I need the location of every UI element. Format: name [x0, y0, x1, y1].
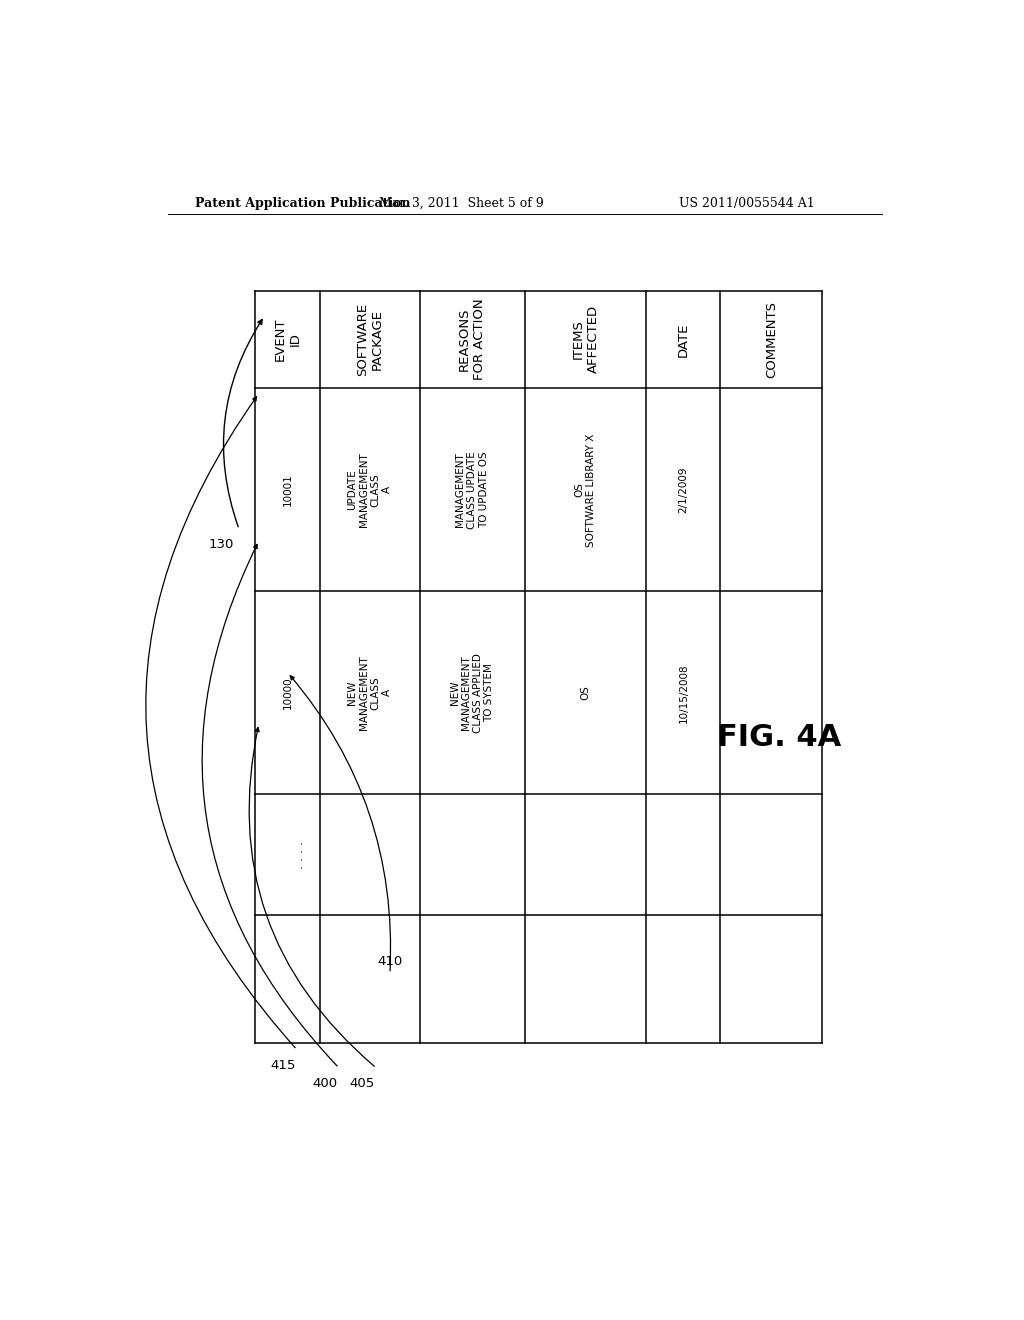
- Text: US 2011/0055544 A1: US 2011/0055544 A1: [679, 197, 815, 210]
- Text: UPDATE
MANAGEMENT
CLASS
A: UPDATE MANAGEMENT CLASS A: [347, 453, 392, 527]
- Text: DATE: DATE: [677, 322, 690, 356]
- Text: Patent Application Publication: Patent Application Publication: [196, 197, 411, 210]
- Text: OS: OS: [581, 685, 591, 701]
- Text: 410: 410: [377, 954, 402, 968]
- Text: REASONS
FOR ACTION: REASONS FOR ACTION: [458, 298, 486, 380]
- Text: SOFTWARE
PACKAGE: SOFTWARE PACKAGE: [356, 302, 384, 376]
- Text: 10/15/2008: 10/15/2008: [678, 663, 688, 723]
- Text: COMMENTS: COMMENTS: [765, 301, 778, 378]
- Text: 10001: 10001: [283, 474, 293, 507]
- Text: FIG. 4A: FIG. 4A: [717, 723, 841, 752]
- Text: 400: 400: [312, 1077, 337, 1090]
- Text: 405: 405: [349, 1077, 375, 1090]
- Text: 10000: 10000: [283, 677, 293, 709]
- Text: NEW
MANAGEMENT
CLASS APPLIED
TO SYSTEM: NEW MANAGEMENT CLASS APPLIED TO SYSTEM: [450, 653, 495, 733]
- Text: 2/1/2009: 2/1/2009: [678, 466, 688, 513]
- Text: EVENT
ID: EVENT ID: [273, 318, 302, 362]
- Text: 130: 130: [209, 539, 234, 552]
- Text: NEW
MANAGEMENT
CLASS
A: NEW MANAGEMENT CLASS A: [347, 656, 392, 730]
- Text: ITEMS
AFFECTED: ITEMS AFFECTED: [571, 305, 599, 374]
- Text: OS
SOFTWARE LIBRARY X: OS SOFTWARE LIBRARY X: [574, 433, 596, 546]
- Text: Mar. 3, 2011  Sheet 5 of 9: Mar. 3, 2011 Sheet 5 of 9: [379, 197, 544, 210]
- Text: . . . .: . . . .: [293, 841, 306, 869]
- Text: MANAGEMENT
CLASS UPDATE
TO UPDATE OS: MANAGEMENT CLASS UPDATE TO UPDATE OS: [456, 451, 488, 529]
- Text: 415: 415: [270, 1059, 296, 1072]
